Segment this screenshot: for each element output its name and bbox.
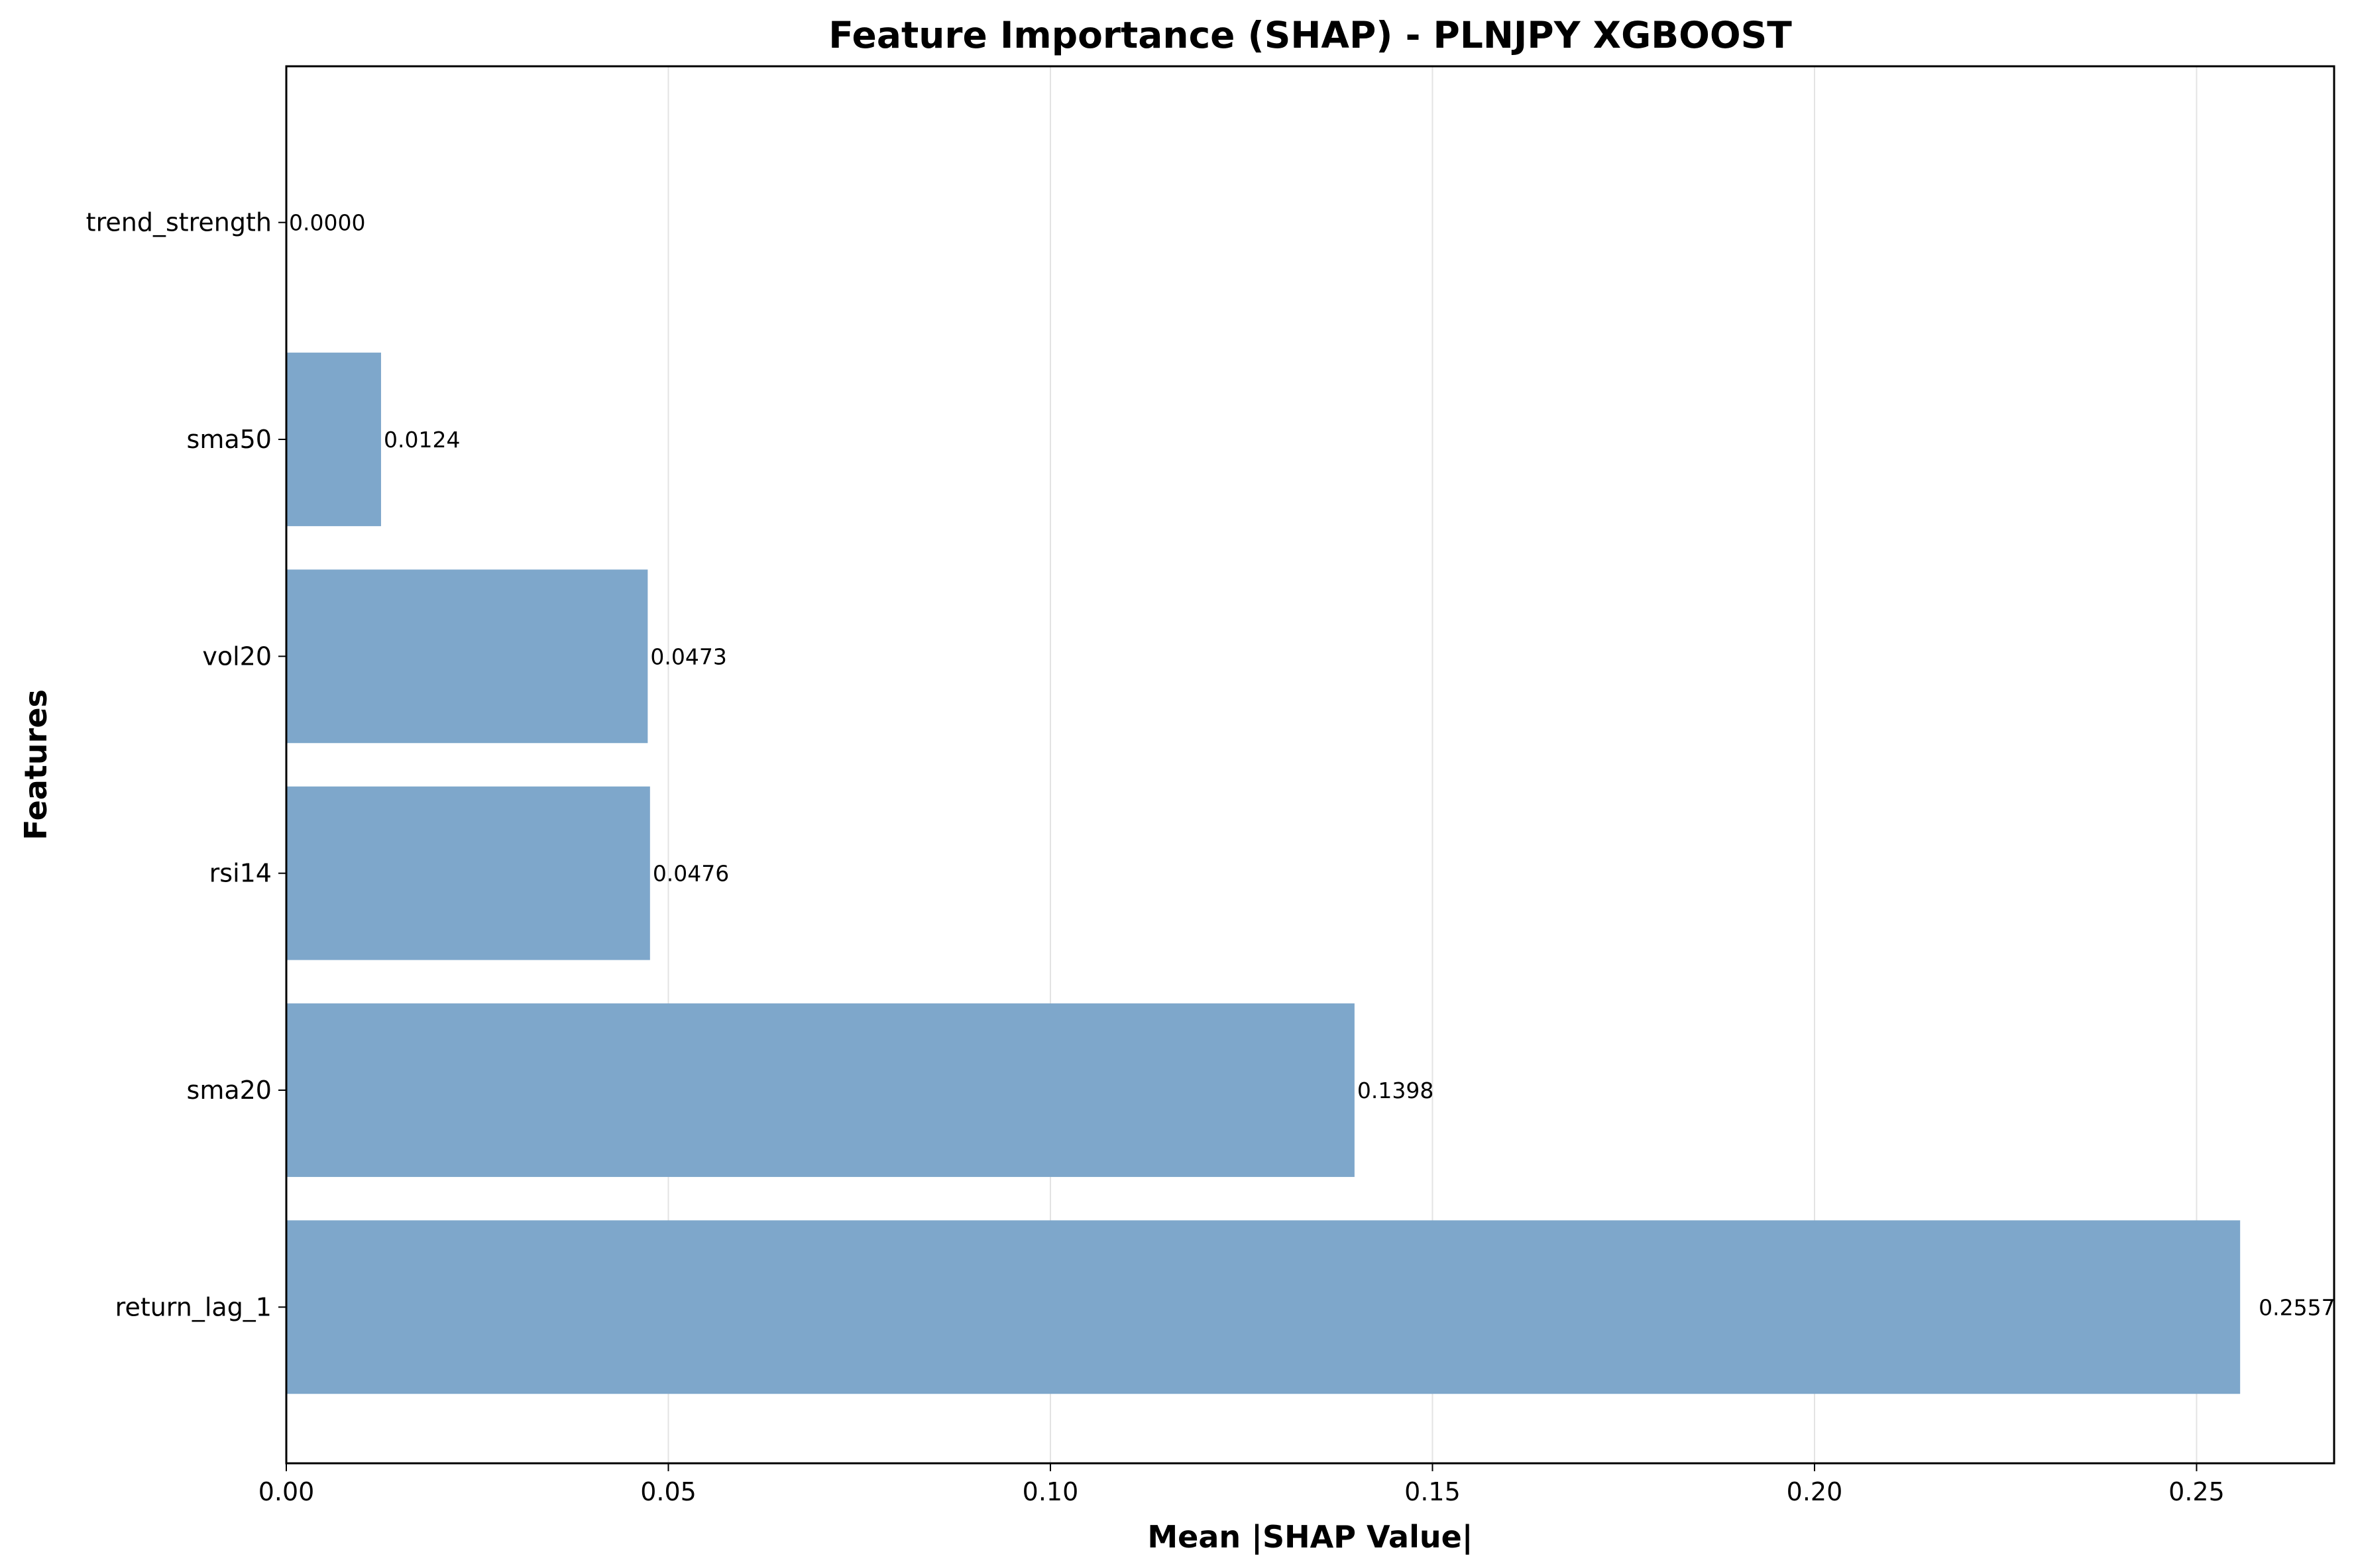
x-tick-label: 0.15 — [1404, 1477, 1461, 1506]
data-label: 0.0476 — [653, 861, 729, 887]
data-label: 0.0124 — [384, 427, 460, 453]
y-tick-label: trend_strength — [86, 208, 272, 237]
plot-frame — [285, 65, 2335, 1465]
x-tick-label: 0.00 — [258, 1477, 315, 1506]
x-tick-label: 0.05 — [640, 1477, 697, 1506]
x-tick-label: 0.25 — [2168, 1477, 2225, 1506]
bars — [286, 353, 2241, 1394]
data-labels: 0.0000 0.0124 0.0473 0.0476 0.1398 0.2557 — [289, 210, 2335, 1321]
data-label: 0.0000 — [289, 210, 365, 236]
bar — [286, 569, 648, 744]
y-tick-label: return_lag_1 — [115, 1292, 272, 1321]
y-tick-label: rsi14 — [209, 859, 272, 888]
x-axis-label: Mean |SHAP Value| — [1147, 1519, 1473, 1555]
bar — [286, 353, 381, 526]
y-tick-label: sma20 — [187, 1076, 272, 1105]
y-axis-label: Features — [18, 689, 54, 840]
y-tick-label: sma50 — [187, 425, 272, 454]
data-label: 0.2557 — [2259, 1294, 2335, 1320]
ticks: 0.00 0.05 0.10 0.15 0.20 0.25 trend_strengthsm… — [86, 208, 2225, 1506]
data-label: 0.1398 — [1357, 1078, 1433, 1103]
x-tick-label: 0.10 — [1023, 1477, 1079, 1506]
data-label: 0.0473 — [650, 644, 726, 669]
y-tick-label: vol20 — [202, 642, 272, 671]
chart-title: Feature Importance (SHAP) - PLNJPY XGBOO… — [828, 14, 1792, 56]
x-tick-label: 0.20 — [1787, 1477, 1843, 1506]
bar — [286, 786, 650, 960]
bar — [286, 1220, 2241, 1394]
bar — [286, 1003, 1355, 1177]
